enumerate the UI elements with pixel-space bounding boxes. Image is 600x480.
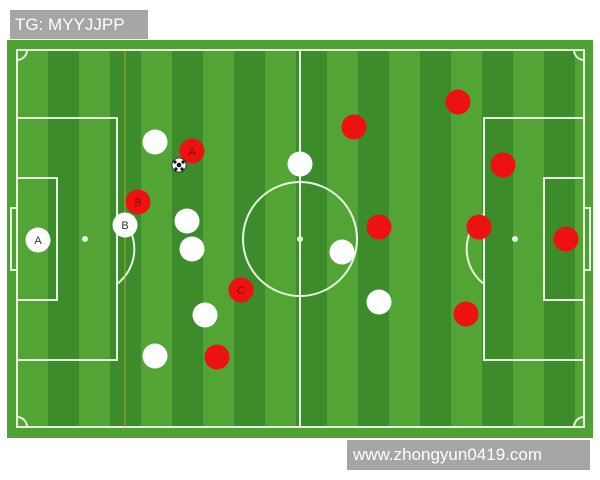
red-player-marker	[228, 277, 254, 303]
red-player-label: C	[237, 285, 245, 297]
white-player-label: B	[121, 220, 128, 232]
soccer-ball-icon	[171, 157, 187, 173]
red-player-marker	[453, 301, 479, 327]
white-player-marker	[142, 343, 168, 369]
white-player: B	[112, 212, 138, 238]
white-player-marker	[174, 208, 200, 234]
white-player-marker	[25, 227, 51, 253]
red-player	[445, 89, 471, 115]
red-player-marker	[179, 138, 205, 164]
white-player	[179, 236, 205, 262]
red-player-marker	[341, 114, 367, 140]
red-player-label: A	[188, 146, 196, 158]
watermark-bottom: www.zhongyun0419.com	[347, 440, 590, 470]
red-player	[204, 344, 230, 370]
right-penalty-spot	[512, 236, 518, 242]
red-player-marker	[553, 226, 579, 252]
white-player	[142, 129, 168, 155]
red-player-marker	[125, 189, 151, 215]
red-player: B	[125, 189, 151, 215]
white-player-marker	[142, 129, 168, 155]
white-player	[329, 239, 355, 265]
white-player-marker	[329, 239, 355, 265]
white-player-marker	[179, 236, 205, 262]
white-player-marker	[192, 302, 218, 328]
left-penalty-spot	[82, 236, 88, 242]
red-player	[366, 214, 392, 240]
white-player-marker	[287, 151, 313, 177]
white-player	[174, 208, 200, 234]
red-player-label: B	[134, 197, 141, 209]
red-player-marker	[204, 344, 230, 370]
red-player-marker	[445, 89, 471, 115]
white-player-marker	[112, 212, 138, 238]
red-player	[341, 114, 367, 140]
white-player-label: A	[34, 235, 42, 247]
red-player-marker	[366, 214, 392, 240]
red-player: C	[228, 277, 254, 303]
white-player-marker	[366, 289, 392, 315]
white-player	[142, 343, 168, 369]
white-player	[287, 151, 313, 177]
red-player-marker	[466, 214, 492, 240]
red-player-marker	[490, 152, 516, 178]
center-spot	[297, 236, 303, 242]
red-player	[453, 301, 479, 327]
red-player	[553, 226, 579, 252]
white-player: A	[25, 227, 51, 253]
watermark-top: TG: MYYJJPP	[10, 10, 148, 39]
red-player	[466, 214, 492, 240]
white-player	[192, 302, 218, 328]
red-player	[490, 152, 516, 178]
white-player	[366, 289, 392, 315]
red-player: A	[179, 138, 205, 164]
